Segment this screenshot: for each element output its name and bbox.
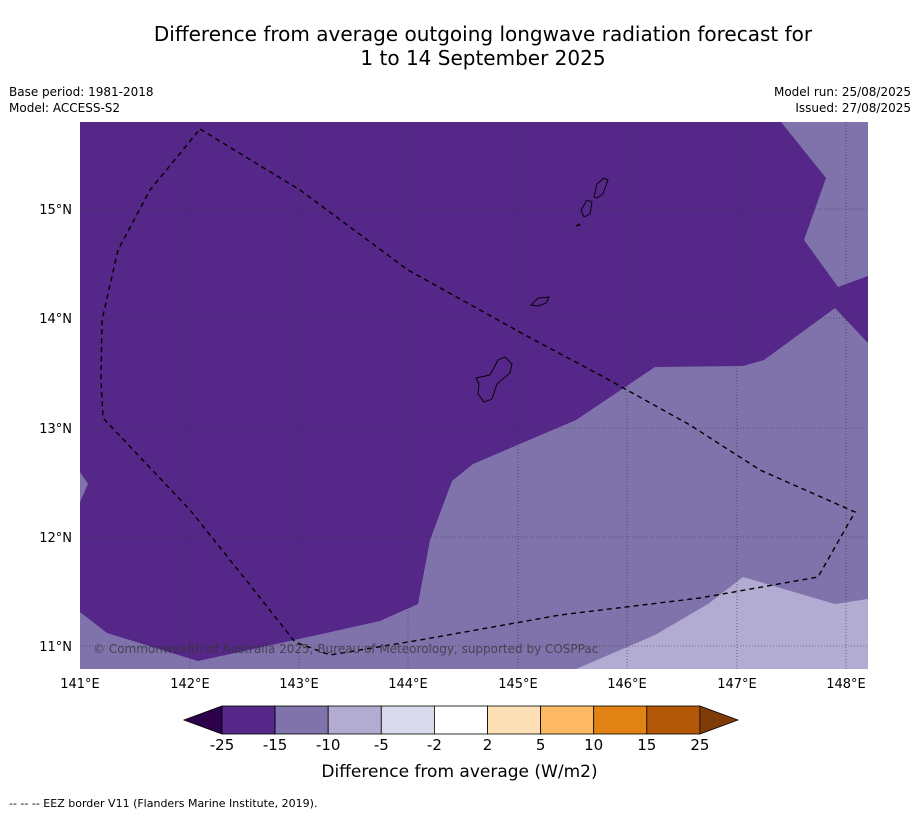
lon-tick-label: 147°E: [717, 677, 757, 692]
base-period: Base period: 1981-2018: [9, 85, 154, 99]
colorbar-tick-label: 2: [482, 736, 493, 754]
eez-border: [100, 128, 856, 656]
lat-tick-label: 14°N: [39, 312, 72, 327]
island-aguijan: [575, 223, 581, 227]
lat-tick-label: 13°N: [39, 422, 72, 437]
lat-tick-label: 15°N: [39, 203, 72, 218]
lon-tick-label: 145°E: [498, 677, 538, 692]
island-tinian: [580, 199, 593, 218]
colorbar-tick-label: -15: [262, 736, 288, 754]
colorbar-segment: [593, 705, 648, 735]
colorbar-segment: [540, 705, 595, 735]
issued-date: Issued: 27/08/2025: [795, 101, 911, 115]
lon-tick-label: 146°E: [607, 677, 647, 692]
colorbar-tick-label: -10: [315, 736, 341, 754]
colorbar-segment: [646, 705, 701, 735]
model-run: Model run: 25/08/2025: [773, 85, 911, 99]
colorbar-segment: [327, 705, 382, 735]
gridlines: [80, 122, 868, 669]
colorbar-tick-label: 5: [535, 736, 546, 754]
footnote-eez: -- -- -- EEZ border V11 (Flanders Marine…: [9, 797, 318, 810]
contour-band-medium: [80, 308, 868, 669]
island-rota: [530, 296, 550, 307]
lon-tick-label: 142°E: [170, 677, 210, 692]
meta-left: Base period: 1981-2018 Model: ACCESS-S2: [9, 84, 154, 116]
islands: [475, 177, 609, 403]
island-guam: [475, 356, 513, 403]
title-line-1: Difference from average outgoing longwav…: [153, 22, 813, 46]
lon-tick-labels: 141°E 142°E 143°E 144°E 145°E 146°E 147°E 148°E: [60, 677, 866, 692]
title-line-2: 1 to 14 September 2025: [360, 46, 606, 70]
colorbar-segment: [433, 705, 488, 735]
colorbar-tick-label: -25: [209, 736, 235, 754]
colorbar-tick-label: 25: [690, 736, 710, 754]
colorbar-extend-low: [182, 705, 223, 735]
colorbar-title: Difference from average (W/m2): [321, 762, 598, 782]
map-title: Difference from average outgoing longwav…: [80, 22, 886, 70]
lon-tick-label: 143°E: [279, 677, 319, 692]
colorbar-segment: [380, 705, 435, 735]
colorbar-extend-high: [699, 705, 740, 735]
lon-tick-label: 141°E: [60, 677, 100, 692]
colorbar-tick-label: 10: [584, 736, 604, 754]
meta-right: Model run: 25/08/2025 Issued: 27/08/2025: [774, 84, 911, 116]
colorbar-segment: [274, 705, 329, 735]
lat-tick-labels: 15°N 14°N 13°N 12°N 11°N: [39, 203, 72, 655]
map-panel: © Commonwealth of Australia 2025, Bureau…: [80, 122, 868, 669]
colorbar: [182, 705, 740, 735]
colorbar-segment: [487, 705, 541, 735]
lon-tick-label: 148°E: [826, 677, 866, 692]
lat-tick-label: 12°N: [39, 531, 72, 546]
colorbar-tick-label: 15: [637, 736, 657, 754]
colorbar-tick-label: -5: [373, 736, 389, 754]
model-name: Model: ACCESS-S2: [9, 101, 121, 115]
lon-tick-label: 144°E: [388, 677, 428, 692]
lat-tick-label: 11°N: [39, 640, 72, 655]
colorbar-segment: [221, 705, 276, 735]
island-saipan: [593, 177, 609, 199]
colorbar-tick-label: -2: [426, 736, 442, 754]
copyright-text: © Commonwealth of Australia 2025, Bureau…: [93, 642, 598, 656]
contour-band-medium-w: [80, 472, 88, 502]
